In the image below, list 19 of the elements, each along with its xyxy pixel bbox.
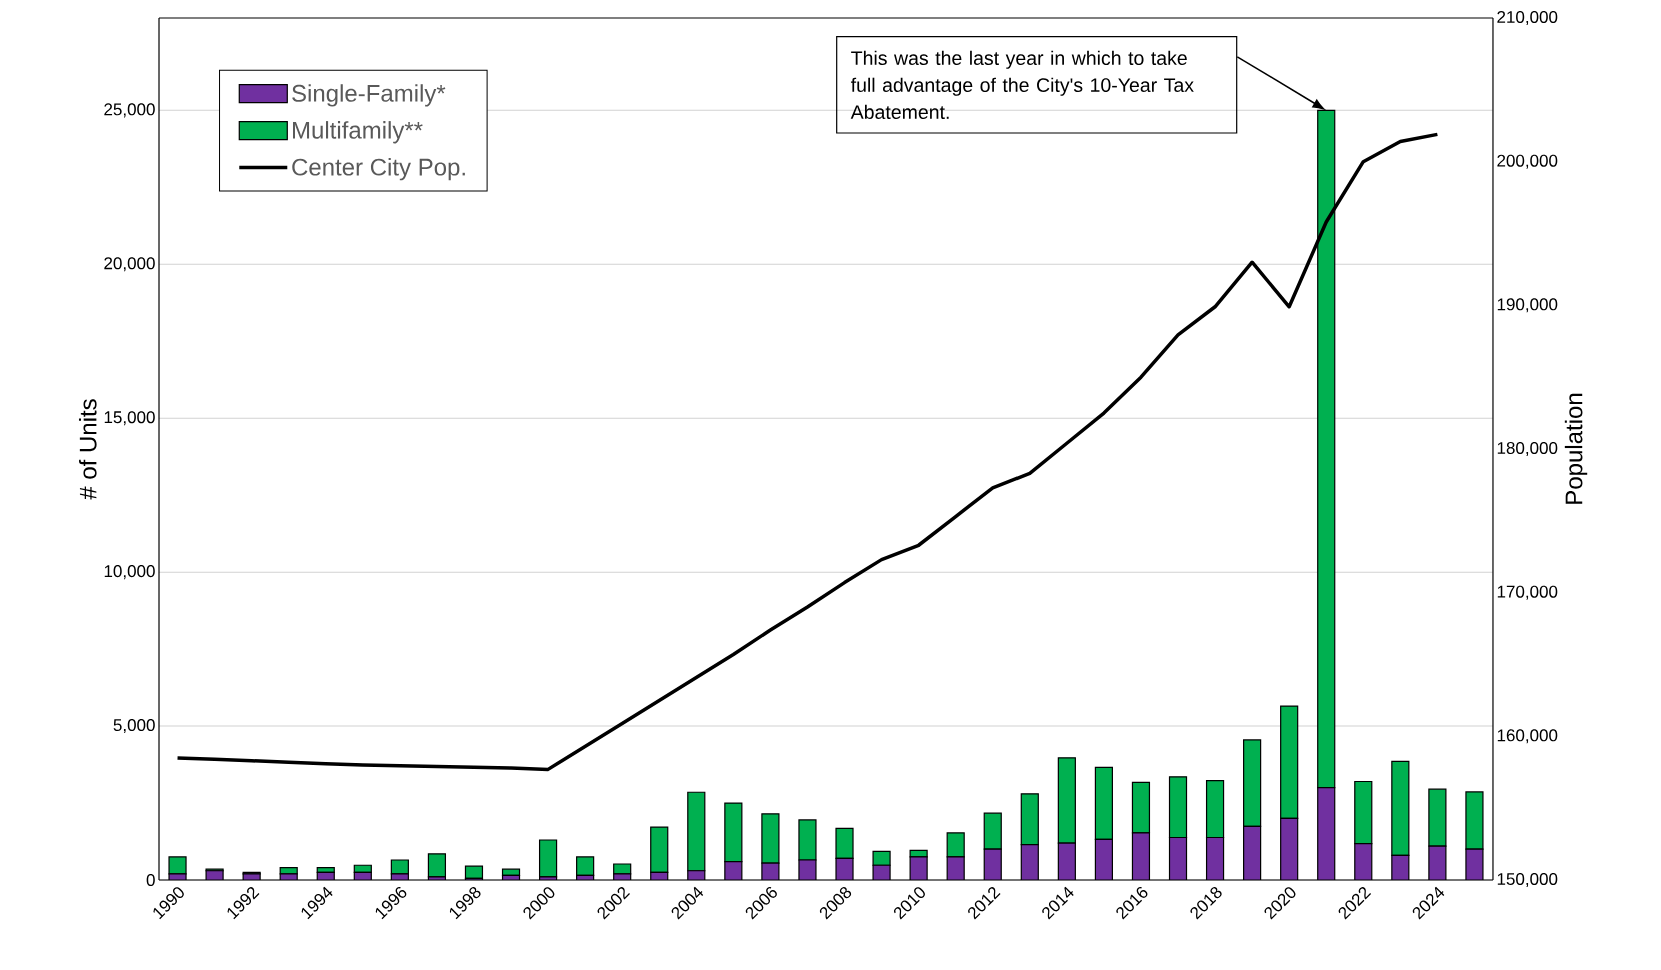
y-tick-label: 25,000 xyxy=(104,103,155,118)
y2-tick-label: 210,000 xyxy=(1497,10,1558,26)
annotation: This was the last year in which to take full advantage of the City's 10-Year Tax Abatement. xyxy=(850,50,1194,120)
y-tick-label: 0 xyxy=(146,873,155,887)
legend-label: Center City Pop. xyxy=(292,157,465,181)
y2-tick-label: 180,000 xyxy=(1497,441,1558,457)
legend-label: Single-Family* xyxy=(292,84,446,107)
y-tick-label: 10,000 xyxy=(104,565,155,580)
y-tick-label: 20,000 xyxy=(104,257,155,272)
y-tick-label: 5,000 xyxy=(113,719,155,734)
legend-label: Multifamily** xyxy=(293,121,423,144)
y-axis-title: # of Units xyxy=(78,399,97,500)
y2-tick-label: 160,000 xyxy=(1497,729,1558,744)
y2-axis-title: Population xyxy=(1564,393,1588,504)
y2-tick-label: 200,000 xyxy=(1497,154,1558,169)
y2-tick-label: 170,000 xyxy=(1497,585,1558,600)
y2-tick-label: 190,000 xyxy=(1497,298,1558,313)
y2-tick-label: 150,000 xyxy=(1497,872,1558,888)
y-tick-label: 15,000 xyxy=(104,411,155,426)
